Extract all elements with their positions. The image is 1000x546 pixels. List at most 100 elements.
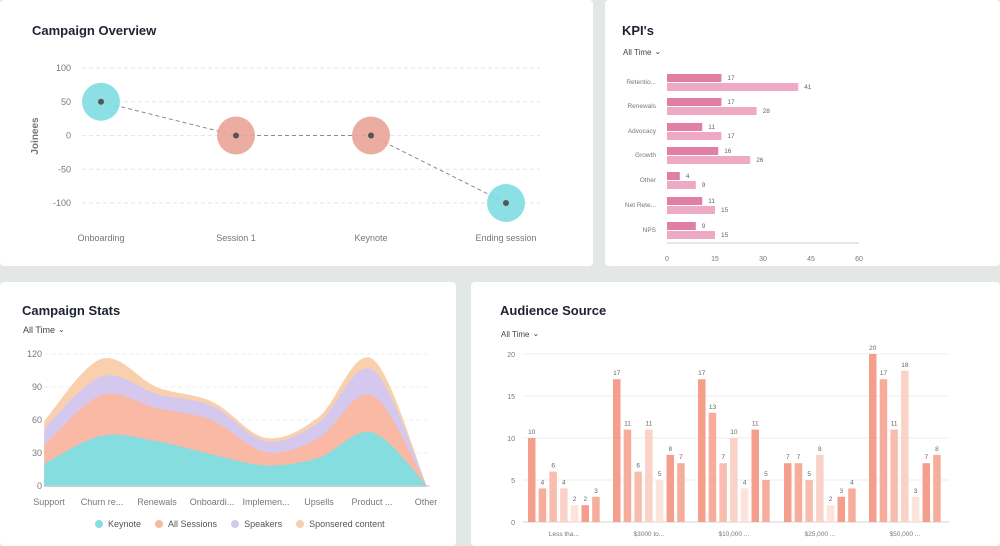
bar-value-label: 2	[583, 496, 587, 503]
x-tick-label: Other	[415, 497, 438, 507]
bar-value-label: 17	[727, 99, 735, 106]
area-keynote	[44, 431, 428, 487]
y-tick-label: Other	[640, 177, 657, 184]
bar-value-label: 9	[702, 182, 706, 189]
y-tick-label: Renewals	[627, 103, 656, 110]
bar-value-label: 17	[880, 370, 888, 377]
bar-value-label: 8	[668, 446, 672, 453]
kpi-time-filter[interactable]: All Time ⌄	[623, 47, 661, 57]
legend-swatch	[231, 520, 240, 528]
y-tick-label: -100	[53, 198, 71, 208]
x-tick-label: $50,000 ...	[889, 531, 920, 538]
bar	[549, 471, 557, 522]
bar	[667, 206, 715, 214]
connector-line	[100, 101, 237, 136]
legend-label: Keynote	[108, 519, 142, 529]
bar	[933, 454, 941, 522]
y-tick-label: 0	[37, 481, 42, 491]
x-tick-label: Keynote	[354, 233, 387, 243]
y-tick-label: 120	[27, 349, 42, 359]
bar	[677, 463, 685, 522]
bar	[667, 147, 719, 155]
y-tick-label: Advocacy	[628, 128, 657, 135]
bar	[901, 370, 909, 522]
bar	[740, 488, 749, 522]
bar-value-label: 2	[573, 496, 577, 503]
bar-value-label: 4	[541, 479, 545, 486]
y-tick-label: 60	[32, 415, 42, 425]
y-tick-label: -50	[58, 164, 71, 174]
audience-time-filter-label: All Time	[501, 330, 530, 339]
bar	[667, 123, 703, 131]
bar-value-label: 17	[613, 370, 621, 377]
bar	[719, 463, 727, 522]
bar-value-label: 11	[645, 421, 652, 428]
bar-value-label: 6	[636, 463, 640, 470]
bar	[869, 354, 877, 522]
campaign-overview-card: Campaign Overview 100 50 0 -50 -100 Joinees On…	[0, 0, 593, 266]
bar-value-label: 5	[807, 471, 811, 478]
bar	[613, 379, 621, 522]
bar-value-label: 11	[752, 421, 759, 428]
legend-item[interactable]: All Sessions	[155, 519, 217, 529]
bar	[667, 156, 751, 164]
legend-item[interactable]: Keynote	[95, 519, 141, 529]
legend-label: Speakers	[244, 519, 283, 529]
bar	[667, 107, 757, 115]
bar-value-label: 3	[914, 488, 918, 495]
legend-item[interactable]: Speakers	[231, 519, 282, 529]
x-tick-label: Upsells	[304, 497, 334, 507]
bar	[890, 429, 898, 522]
y-tick-label: 0	[66, 131, 71, 141]
x-tick-label: Product ...	[351, 497, 392, 507]
y-tick-label: Growth	[635, 152, 656, 159]
bar-value-label: 17	[698, 370, 706, 377]
y-tick-label: 10	[507, 436, 515, 443]
x-tick-label: Less tha...	[549, 531, 579, 538]
y-tick-label: 30	[32, 448, 42, 458]
bar-value-label: 15	[721, 232, 729, 239]
x-tick-label: Ending session	[475, 233, 536, 243]
bar	[879, 379, 888, 522]
legend-swatch	[296, 520, 305, 528]
x-tick-label: Session 1	[216, 233, 256, 243]
bar	[667, 222, 696, 230]
x-tick-label: 0	[665, 256, 669, 263]
bar	[922, 463, 930, 522]
bar-value-label: 17	[727, 75, 735, 82]
bar	[708, 412, 717, 522]
y-tick-label: 0	[511, 520, 515, 527]
bar	[730, 438, 738, 522]
kpi-title: KPI's	[622, 23, 654, 38]
bar-value-label: 8	[935, 446, 939, 453]
bar	[528, 438, 536, 522]
x-tick-label: 60	[855, 256, 863, 263]
x-tick-label: 45	[807, 256, 815, 263]
chevron-down-icon: ⌄	[58, 325, 65, 334]
bar-value-label: 11	[624, 421, 631, 428]
bar	[911, 496, 920, 522]
bar	[667, 83, 799, 91]
campaign-overview-title: Campaign Overview	[32, 23, 157, 38]
audience-source-title: Audience Source	[500, 303, 607, 318]
audience-source-card: Audience Source All Time ⌄ 0 5 10 15 20 10 4 6 4 2…	[471, 282, 1000, 546]
stats-time-filter[interactable]: All Time ⌄	[23, 325, 65, 335]
x-tick-label: Churn re...	[81, 497, 124, 507]
legend-swatch	[95, 520, 103, 528]
bar-value-label: 10	[730, 429, 738, 436]
campaign-stats-chart: 0 30 60 90 120 Support Churn re... Renewals Onbo…	[27, 349, 438, 507]
campaign-stats-title: Campaign Stats	[22, 303, 121, 318]
data-point	[503, 200, 509, 206]
bar	[837, 496, 845, 522]
x-tick-label: 30	[759, 256, 767, 263]
y-tick-label: 20	[507, 352, 515, 359]
bar-value-label: 7	[721, 454, 725, 461]
stats-time-filter-label: All Time	[23, 325, 56, 335]
audience-time-filter[interactable]: All Time ⌄	[501, 329, 539, 339]
x-tick-label: Support	[33, 497, 65, 507]
y-tick-label: 100	[56, 63, 71, 73]
data-point	[233, 132, 239, 139]
bar	[667, 197, 703, 205]
legend-item[interactable]: Sponsered content	[296, 519, 385, 529]
